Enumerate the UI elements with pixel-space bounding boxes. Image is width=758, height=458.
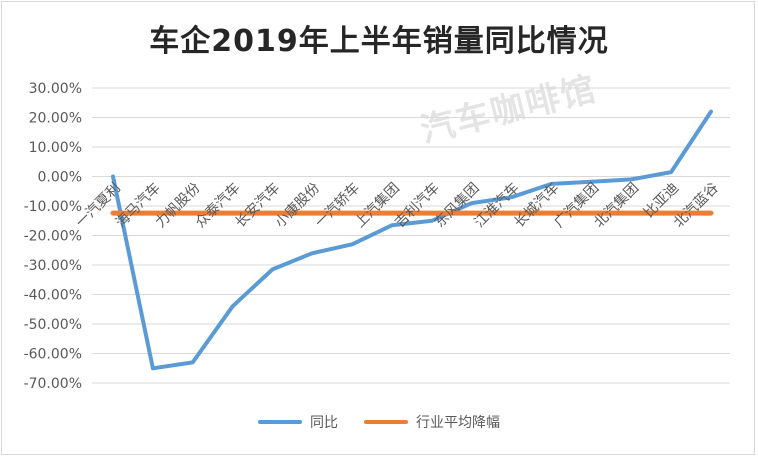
legend-item-industry-average[interactable]: 行业平均降幅 [364, 412, 500, 432]
y-tick-label: -40.00% [24, 288, 82, 304]
series-line-yoy [111, 109, 713, 371]
chart-title: 车企2019年上半年销量同比情况 [149, 24, 609, 59]
y-tick-label: -10.00% [24, 199, 82, 215]
y-tick-label: -30.00% [24, 258, 82, 274]
legend-item-yoy[interactable]: 同比 [258, 412, 338, 432]
y-tick-label: 0.00% [38, 170, 82, 186]
y-tick-label: -20.00% [24, 229, 82, 245]
y-tick-label: -50.00% [24, 317, 82, 333]
y-tick-label: -60.00% [24, 347, 82, 363]
y-tick-label: 20.00% [29, 111, 82, 127]
y-tick-label: -70.00% [24, 376, 82, 392]
x-tick-label: 北汽集团 [590, 179, 642, 231]
y-tick-label: 30.00% [29, 81, 82, 97]
chart-legend: 同比 行业平均降幅 [0, 412, 758, 432]
legend-swatch-yoy [258, 420, 302, 424]
legend-label-industry-average: 行业平均降幅 [416, 415, 500, 431]
legend-swatch-industry-average [364, 420, 408, 424]
y-tick-label: 10.00% [29, 140, 82, 156]
x-tick-label: 北汽蓝谷 [671, 180, 722, 231]
legend-label-yoy: 同比 [310, 415, 338, 431]
